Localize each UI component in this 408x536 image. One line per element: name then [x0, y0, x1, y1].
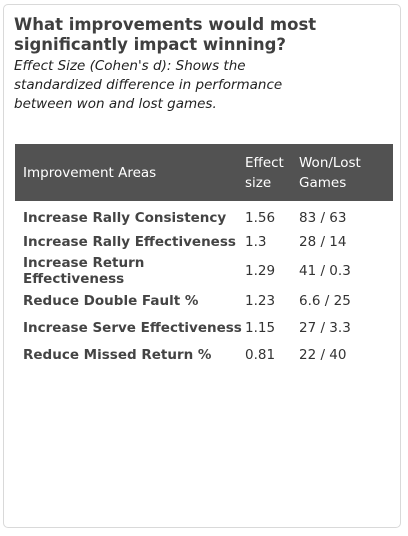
row-area: Increase Return Effectiveness: [23, 255, 145, 287]
row-area: Reduce Missed Return %: [23, 346, 212, 363]
improvements-card: What improvements would most significant…: [3, 4, 401, 528]
header-improvement-areas-label: Improvement Areas: [23, 164, 157, 181]
table-row: Increase Rally Consistency 1.56 83 / 63: [15, 201, 393, 228]
row-won-lost: 22 / 40: [299, 346, 347, 363]
table-body: Increase Rally Consistency 1.56 83 / 63 …: [15, 201, 393, 368]
table-row: Reduce Missed Return % 0.81 22 / 40: [15, 341, 393, 368]
row-won-lost: 83 / 63: [299, 209, 347, 226]
row-effect-size: 1.56: [245, 209, 276, 226]
table-row: Increase Rally Effectiveness 1.3 28 / 14: [15, 228, 393, 255]
row-effect-size: 1.15: [245, 319, 276, 336]
table-row: Increase Return Effectiveness 1.29 41 / …: [15, 255, 393, 287]
row-effect-size: 1.29: [245, 263, 276, 279]
row-area: Increase Rally Effectiveness: [23, 233, 236, 250]
row-won-lost: 6.6 / 25: [299, 292, 351, 309]
improvements-table: Improvement Areas Effect size Won/Lost G…: [15, 144, 393, 368]
header-won-lost-line1: Won/Lost: [299, 154, 361, 171]
row-effect-size: 1.23: [245, 292, 276, 309]
header-won-lost-line2: Games: [299, 174, 347, 191]
table-row: Increase Serve Effectiveness 1.15 27 / 3…: [15, 314, 393, 341]
header-improvement-areas: Improvement Areas: [15, 144, 245, 201]
row-won-lost: 41 / 0.3: [299, 263, 351, 279]
table-header-row: Improvement Areas Effect size Won/Lost G…: [15, 144, 393, 201]
header-effect-size-line1: Effect: [245, 154, 284, 171]
header-effect-size-line2: size: [245, 174, 272, 191]
row-won-lost: 27 / 3.3: [299, 319, 351, 336]
row-effect-size: 0.81: [245, 346, 276, 363]
card-subtitle: Effect Size (Cohen's d): Shows the stand…: [14, 58, 283, 112]
row-won-lost: 28 / 14: [299, 233, 347, 250]
header-effect-size: Effect size: [245, 144, 299, 201]
header-won-lost-games: Won/Lost Games: [299, 144, 393, 201]
table-header: Improvement Areas Effect size Won/Lost G…: [15, 144, 393, 201]
row-effect-size: 1.3: [245, 233, 267, 250]
row-area: Increase Serve Effectiveness: [23, 319, 242, 336]
card-title: What improvements would most significant…: [14, 15, 317, 54]
row-area: Reduce Double Fault %: [23, 292, 199, 309]
table-row: Reduce Double Fault % 1.23 6.6 / 25: [15, 287, 393, 314]
row-area: Increase Rally Consistency: [23, 209, 227, 226]
